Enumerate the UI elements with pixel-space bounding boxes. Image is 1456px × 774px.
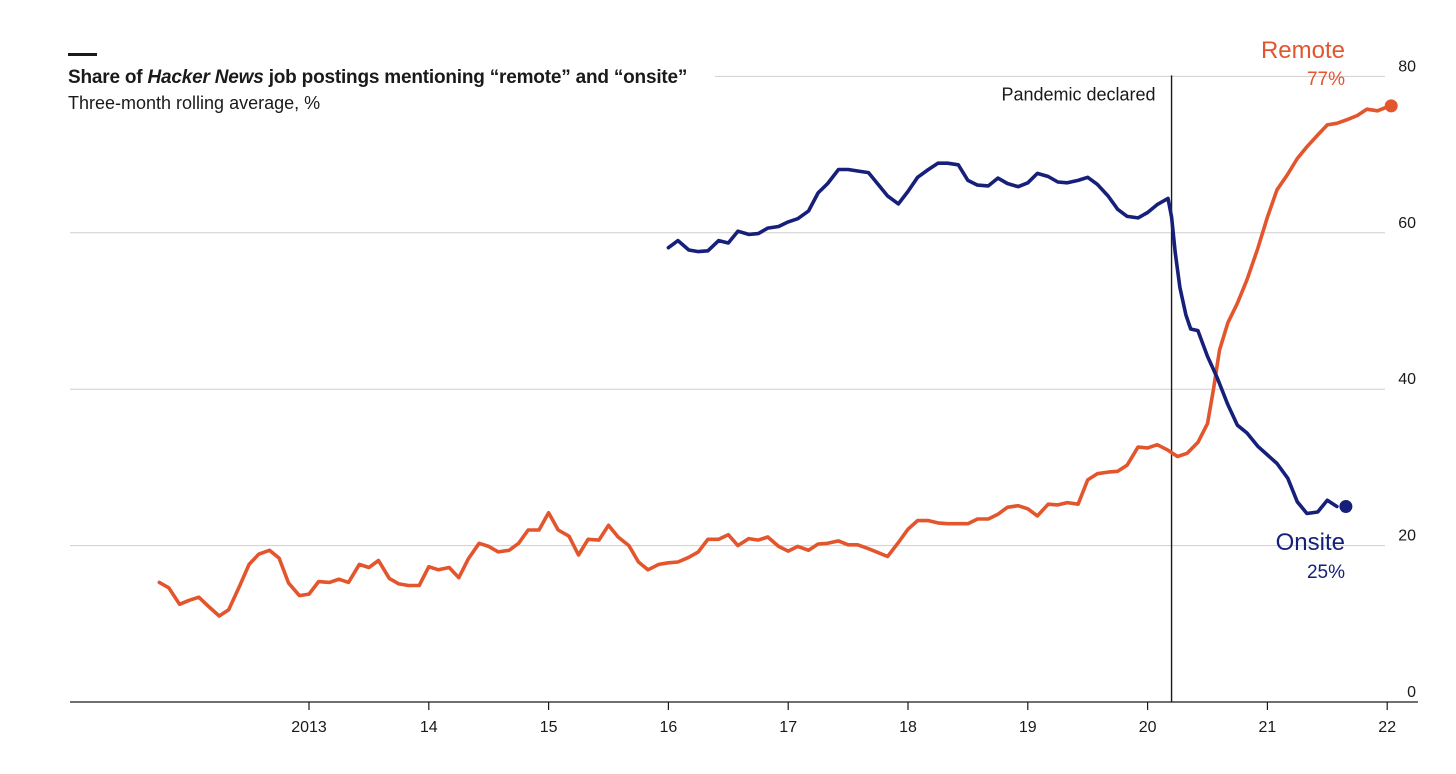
y-tick-label-80: 80 bbox=[1398, 58, 1416, 75]
series-lines bbox=[157, 105, 1389, 618]
series-labels: Remote 77% Onsite 25% bbox=[1261, 37, 1398, 583]
x-tick-label-2015: 15 bbox=[540, 719, 558, 736]
chart-subtitle: Three-month rolling average, % bbox=[68, 93, 321, 113]
remote-value-label: 77% bbox=[1307, 69, 1345, 90]
annotations: Pandemic declared bbox=[1001, 75, 1173, 702]
title-italic: Hacker News bbox=[147, 67, 264, 88]
onsite-value-label: 25% bbox=[1307, 562, 1345, 583]
x-tick-label-2017: 17 bbox=[779, 719, 797, 736]
remote-end-dot bbox=[1384, 99, 1398, 113]
onsite-label: Onsite bbox=[1276, 529, 1345, 556]
pandemic-label: Pandemic declared bbox=[1001, 84, 1155, 104]
x-tick-label-2021: 21 bbox=[1259, 719, 1277, 736]
x-tick-label-2019: 19 bbox=[1019, 719, 1037, 736]
x-tick-label-2020: 20 bbox=[1139, 719, 1157, 736]
title-prefix: Share of bbox=[68, 67, 148, 88]
chart-title: Share of Hacker News job postings mentio… bbox=[68, 67, 687, 89]
title-suffix: job postings mentioning “remote” and “on… bbox=[263, 67, 688, 88]
line-remote bbox=[157, 105, 1389, 618]
x-tick-label-2013: 2013 bbox=[291, 719, 327, 736]
y-tick-label-20: 20 bbox=[1398, 528, 1416, 545]
x-tick-label-2016: 16 bbox=[660, 719, 678, 736]
line-onsite bbox=[666, 161, 1339, 516]
onsite-end-dot bbox=[1339, 500, 1353, 513]
y-tick-label-60: 60 bbox=[1398, 215, 1416, 232]
x-tick-label-2022: 22 bbox=[1378, 719, 1396, 736]
remote-label: Remote bbox=[1261, 37, 1345, 64]
y-tick-label-0: 0 bbox=[1407, 684, 1416, 701]
x-tick-label-2014: 14 bbox=[420, 719, 438, 736]
y-tick-label-40: 40 bbox=[1398, 371, 1416, 388]
title-accent-bar bbox=[68, 53, 97, 56]
y-axis-ticks: 0 20 40 60 80 bbox=[1398, 58, 1416, 701]
x-tick-label-2018: 18 bbox=[899, 719, 917, 736]
gridlines bbox=[70, 75, 1385, 547]
x-axis: 2013 14 15 16 17 18 19 20 21 22 bbox=[70, 701, 1418, 736]
